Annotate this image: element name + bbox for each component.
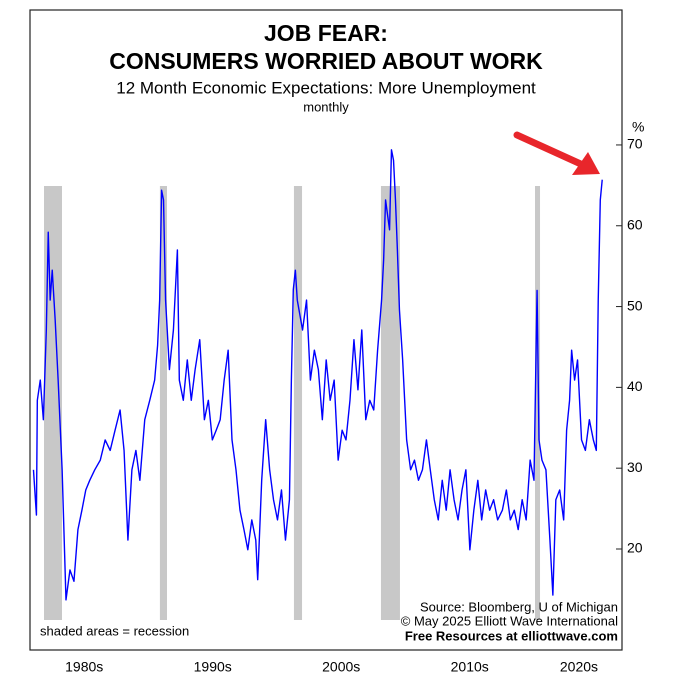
recession-band — [159, 186, 167, 620]
frame — [29, 9, 623, 651]
source: Free Resources at elliottwave.com — [405, 628, 618, 643]
data-line — [32, 149, 603, 601]
recession-note: shaded areas = recession — [40, 623, 189, 638]
chart-title: JOB FEAR: — [264, 20, 388, 46]
x-tick-label: 2020s — [560, 659, 598, 675]
chart-title: CONSUMERS WORRIED ABOUT WORK — [109, 48, 543, 74]
y-tick-label: 20 — [627, 540, 643, 556]
x-tick-label: 1980s — [65, 659, 103, 675]
frequency-label: monthly — [303, 99, 349, 114]
source: Source: Bloomberg, U of Michigan — [420, 599, 618, 614]
y-tick-label: 40 — [627, 378, 643, 394]
y-tick-label: 50 — [627, 297, 643, 313]
chart-subtitle: 12 Month Economic Expectations: More Une… — [116, 78, 536, 97]
source: © May 2025 Elliott Wave International — [401, 613, 618, 628]
y-tick-label: 70 — [627, 136, 643, 152]
recession-band — [293, 186, 303, 620]
recession-band — [380, 186, 400, 620]
annotation-arrow — [513, 131, 600, 175]
x-tick-label: 1990s — [194, 659, 232, 675]
y-unit: % — [632, 119, 644, 135]
y-tick-label: 30 — [627, 459, 643, 475]
x-tick-label: 2010s — [451, 659, 489, 675]
y-tick-label: 60 — [627, 216, 643, 232]
recession-band — [44, 186, 62, 620]
recession-layer — [44, 186, 541, 620]
recession-band — [535, 186, 541, 620]
x-tick-label: 2000s — [322, 659, 360, 675]
